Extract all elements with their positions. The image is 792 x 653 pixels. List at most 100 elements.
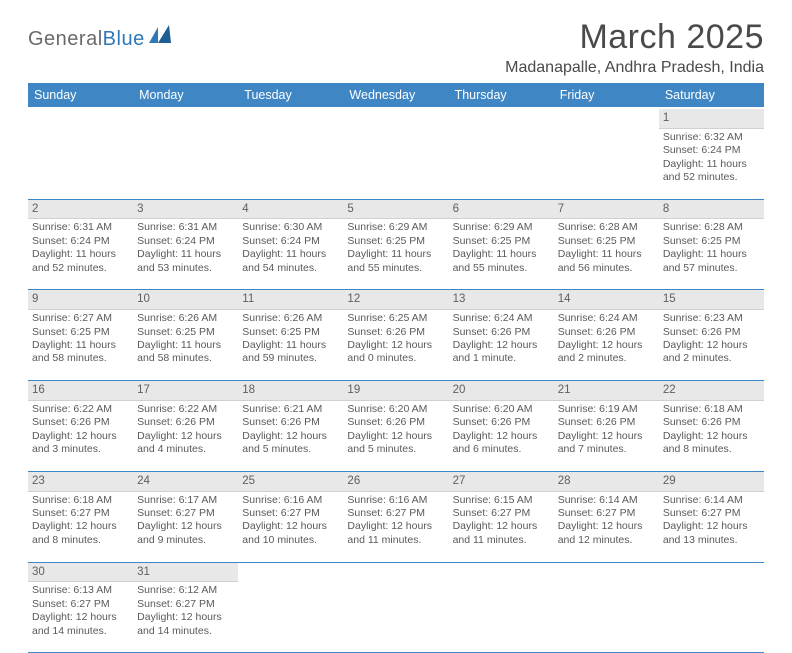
calendar-row: 16Sunrise: 6:22 AMSunset: 6:26 PMDayligh… [28, 381, 764, 472]
daylight-line: Daylight: 11 hours and 55 minutes. [347, 248, 444, 275]
calendar-cell: 13Sunrise: 6:24 AMSunset: 6:26 PMDayligh… [449, 290, 554, 381]
calendar-cell: 19Sunrise: 6:20 AMSunset: 6:26 PMDayligh… [343, 381, 448, 472]
calendar-cell: 8Sunrise: 6:28 AMSunset: 6:25 PMDaylight… [659, 199, 764, 290]
daylight-line: Daylight: 12 hours and 5 minutes. [347, 430, 444, 457]
daylight-line: Daylight: 12 hours and 7 minutes. [558, 430, 655, 457]
sunrise-line: Sunrise: 6:28 AM [558, 221, 655, 234]
sunrise-line: Sunrise: 6:24 AM [558, 312, 655, 325]
calendar-cell: . [449, 562, 554, 653]
calendar-row: 23Sunrise: 6:18 AMSunset: 6:27 PMDayligh… [28, 471, 764, 562]
day-details: Sunrise: 6:21 AMSunset: 6:26 PMDaylight:… [238, 401, 343, 471]
daylight-line: Daylight: 12 hours and 11 minutes. [453, 520, 550, 547]
day-details: Sunrise: 6:30 AMSunset: 6:24 PMDaylight:… [238, 219, 343, 289]
sunset-line: Sunset: 6:25 PM [453, 235, 550, 248]
sunrise-line: Sunrise: 6:14 AM [558, 494, 655, 507]
sunrise-line: Sunrise: 6:29 AM [453, 221, 550, 234]
sunrise-line: Sunrise: 6:31 AM [137, 221, 234, 234]
day-details: Sunrise: 6:20 AMSunset: 6:26 PMDaylight:… [343, 401, 448, 471]
daylight-line: Daylight: 11 hours and 53 minutes. [137, 248, 234, 275]
day-number: 28 [554, 472, 659, 492]
daylight-line: Daylight: 11 hours and 52 minutes. [663, 158, 760, 185]
sunset-line: Sunset: 6:25 PM [137, 326, 234, 339]
sunrise-line: Sunrise: 6:32 AM [663, 131, 760, 144]
daylight-line: Daylight: 12 hours and 11 minutes. [347, 520, 444, 547]
sunset-line: Sunset: 6:24 PM [137, 235, 234, 248]
day-number: 31 [133, 563, 238, 583]
sunrise-line: Sunrise: 6:14 AM [663, 494, 760, 507]
calendar-cell: . [343, 108, 448, 199]
sunrise-line: Sunrise: 6:22 AM [137, 403, 234, 416]
day-number: 22 [659, 381, 764, 401]
calendar-cell: 3Sunrise: 6:31 AMSunset: 6:24 PMDaylight… [133, 199, 238, 290]
sunset-line: Sunset: 6:25 PM [663, 235, 760, 248]
daylight-line: Daylight: 12 hours and 10 minutes. [242, 520, 339, 547]
sunrise-line: Sunrise: 6:17 AM [137, 494, 234, 507]
sunrise-line: Sunrise: 6:25 AM [347, 312, 444, 325]
calendar-cell: 17Sunrise: 6:22 AMSunset: 6:26 PMDayligh… [133, 381, 238, 472]
sunset-line: Sunset: 6:25 PM [558, 235, 655, 248]
day-number: 23 [28, 472, 133, 492]
sunrise-line: Sunrise: 6:29 AM [347, 221, 444, 234]
calendar-cell: 4Sunrise: 6:30 AMSunset: 6:24 PMDaylight… [238, 199, 343, 290]
day-details: Sunrise: 6:17 AMSunset: 6:27 PMDaylight:… [133, 492, 238, 562]
sunrise-line: Sunrise: 6:26 AM [242, 312, 339, 325]
sunrise-line: Sunrise: 6:24 AM [453, 312, 550, 325]
daylight-line: Daylight: 12 hours and 8 minutes. [663, 430, 760, 457]
sunset-line: Sunset: 6:27 PM [453, 507, 550, 520]
day-number: 30 [28, 563, 133, 583]
day-details: Sunrise: 6:13 AMSunset: 6:27 PMDaylight:… [28, 582, 133, 652]
calendar-cell: 21Sunrise: 6:19 AMSunset: 6:26 PMDayligh… [554, 381, 659, 472]
day-number: 11 [238, 290, 343, 310]
sunset-line: Sunset: 6:27 PM [32, 507, 129, 520]
sunset-line: Sunset: 6:27 PM [242, 507, 339, 520]
day-number: 20 [449, 381, 554, 401]
calendar-cell: 22Sunrise: 6:18 AMSunset: 6:26 PMDayligh… [659, 381, 764, 472]
calendar-cell: . [238, 108, 343, 199]
day-details: Sunrise: 6:31 AMSunset: 6:24 PMDaylight:… [28, 219, 133, 289]
day-number: 24 [133, 472, 238, 492]
daylight-line: Daylight: 12 hours and 14 minutes. [32, 611, 129, 638]
daylight-line: Daylight: 11 hours and 59 minutes. [242, 339, 339, 366]
sunrise-line: Sunrise: 6:22 AM [32, 403, 129, 416]
weekday-header: Tuesday [238, 83, 343, 108]
calendar-cell: 23Sunrise: 6:18 AMSunset: 6:27 PMDayligh… [28, 471, 133, 562]
sunset-line: Sunset: 6:26 PM [558, 416, 655, 429]
calendar-cell: . [449, 108, 554, 199]
day-details: Sunrise: 6:28 AMSunset: 6:25 PMDaylight:… [659, 219, 764, 289]
daylight-line: Daylight: 12 hours and 6 minutes. [453, 430, 550, 457]
daylight-line: Daylight: 11 hours and 55 minutes. [453, 248, 550, 275]
calendar-cell: 28Sunrise: 6:14 AMSunset: 6:27 PMDayligh… [554, 471, 659, 562]
sunrise-line: Sunrise: 6:15 AM [453, 494, 550, 507]
brand-name-part2: Blue [103, 28, 145, 50]
sunset-line: Sunset: 6:26 PM [453, 416, 550, 429]
day-details: Sunrise: 6:16 AMSunset: 6:27 PMDaylight:… [343, 492, 448, 562]
sunset-line: Sunset: 6:25 PM [347, 235, 444, 248]
daylight-line: Daylight: 11 hours and 58 minutes. [32, 339, 129, 366]
daylight-line: Daylight: 12 hours and 2 minutes. [663, 339, 760, 366]
calendar-cell: 24Sunrise: 6:17 AMSunset: 6:27 PMDayligh… [133, 471, 238, 562]
day-details: Sunrise: 6:22 AMSunset: 6:26 PMDaylight:… [28, 401, 133, 471]
day-number: 29 [659, 472, 764, 492]
day-number: 1 [659, 109, 764, 129]
sunset-line: Sunset: 6:24 PM [663, 144, 760, 157]
sunset-line: Sunset: 6:26 PM [137, 416, 234, 429]
sunset-line: Sunset: 6:26 PM [663, 416, 760, 429]
sunset-line: Sunset: 6:27 PM [347, 507, 444, 520]
day-number: 10 [133, 290, 238, 310]
sunrise-line: Sunrise: 6:27 AM [32, 312, 129, 325]
day-number: 17 [133, 381, 238, 401]
calendar-cell: 30Sunrise: 6:13 AMSunset: 6:27 PMDayligh… [28, 562, 133, 653]
daylight-line: Daylight: 12 hours and 12 minutes. [558, 520, 655, 547]
sunset-line: Sunset: 6:27 PM [32, 598, 129, 611]
day-number: 8 [659, 200, 764, 220]
daylight-line: Daylight: 12 hours and 2 minutes. [558, 339, 655, 366]
daylight-line: Daylight: 12 hours and 9 minutes. [137, 520, 234, 547]
brand-mark-icon [149, 25, 173, 43]
sunset-line: Sunset: 6:26 PM [558, 326, 655, 339]
day-details: Sunrise: 6:31 AMSunset: 6:24 PMDaylight:… [133, 219, 238, 289]
sunset-line: Sunset: 6:27 PM [137, 507, 234, 520]
sunset-line: Sunset: 6:26 PM [32, 416, 129, 429]
calendar-table: SundayMondayTuesdayWednesdayThursdayFrid… [28, 83, 764, 653]
calendar-cell: 6Sunrise: 6:29 AMSunset: 6:25 PMDaylight… [449, 199, 554, 290]
title-block: March 2025 Madanapalle, Andhra Pradesh, … [505, 18, 764, 77]
